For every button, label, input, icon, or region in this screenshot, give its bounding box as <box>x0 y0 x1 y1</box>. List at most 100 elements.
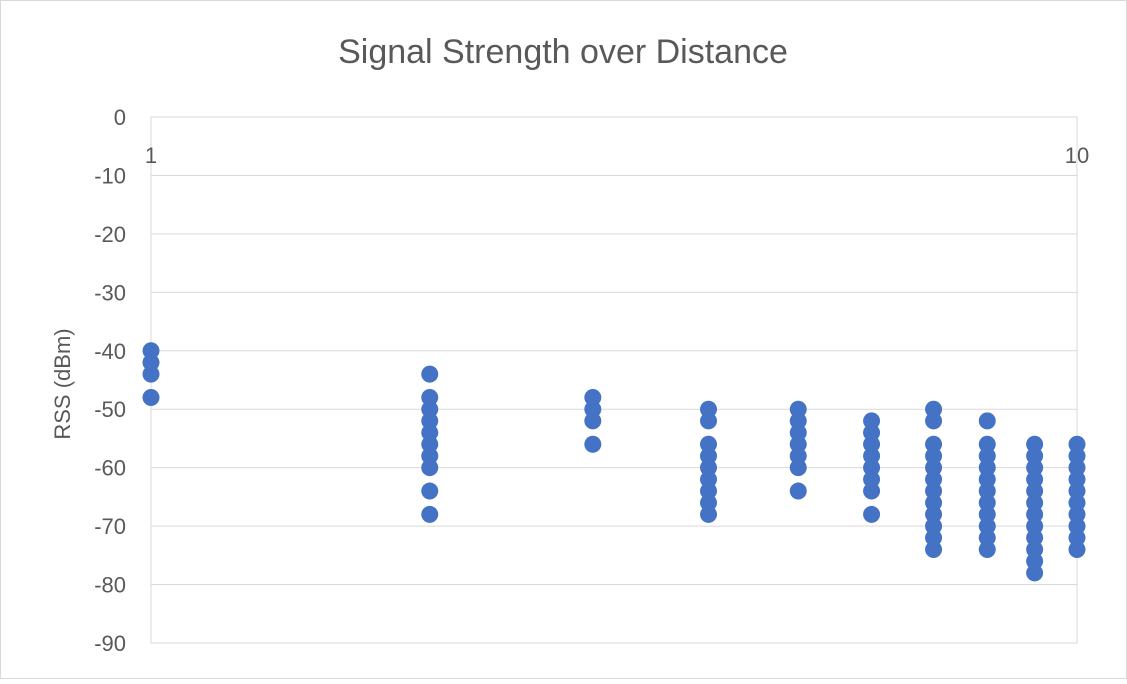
data-point <box>142 365 160 383</box>
y-tick-label: -30 <box>94 280 126 305</box>
data-point <box>584 400 602 418</box>
data-point <box>1068 459 1086 477</box>
data-point <box>789 400 807 418</box>
data-point <box>584 389 602 407</box>
data-point <box>700 447 718 465</box>
data-point <box>978 494 996 512</box>
data-point <box>1068 505 1086 523</box>
data-point <box>1026 540 1044 558</box>
data-point <box>1068 435 1086 453</box>
data-point <box>863 482 881 500</box>
y-tick-label: -50 <box>94 397 126 422</box>
data-point <box>700 505 718 523</box>
data-point <box>700 494 718 512</box>
data-point <box>978 412 996 430</box>
data-point <box>1026 564 1044 582</box>
data-point <box>421 459 439 477</box>
data-point <box>1068 482 1086 500</box>
data-point <box>925 494 943 512</box>
y-tick-label: -60 <box>94 456 126 481</box>
data-point <box>142 389 160 407</box>
data-point <box>978 517 996 535</box>
y-tick-label: -90 <box>94 631 126 656</box>
x-tick-label: 1 <box>145 143 157 168</box>
y-tick-label: -80 <box>94 573 126 598</box>
data-point <box>700 459 718 477</box>
data-point <box>1068 517 1086 535</box>
data-point <box>1026 505 1044 523</box>
data-point <box>584 412 602 430</box>
data-point <box>789 459 807 477</box>
data-point <box>1026 517 1044 535</box>
data-point <box>1068 529 1086 547</box>
data-point <box>1026 494 1044 512</box>
data-point <box>421 482 439 500</box>
data-point <box>978 529 996 547</box>
data-point <box>1068 494 1086 512</box>
data-point <box>925 470 943 488</box>
data-point <box>700 470 718 488</box>
data-point <box>863 424 881 442</box>
data-point <box>1026 459 1044 477</box>
data-point <box>700 400 718 418</box>
data-point <box>925 482 943 500</box>
data-point <box>925 435 943 453</box>
data-point <box>863 447 881 465</box>
data-point <box>421 365 439 383</box>
data-point <box>863 459 881 477</box>
data-point <box>978 447 996 465</box>
x-tick-label: 10 <box>1065 143 1089 168</box>
data-point <box>925 400 943 418</box>
data-point <box>1068 540 1086 558</box>
data-point <box>1026 529 1044 547</box>
data-point <box>978 482 996 500</box>
data-point <box>978 470 996 488</box>
y-tick-label: -10 <box>94 163 126 188</box>
data-point <box>925 412 943 430</box>
data-point <box>925 540 943 558</box>
data-point <box>1026 482 1044 500</box>
data-point <box>142 342 160 360</box>
chart-title: Signal Strength over Distance <box>338 33 788 71</box>
y-tick-label: -40 <box>94 339 126 364</box>
y-axis-tick-labels: 0 -10 -20 -30 -40 -50 -60 -70 -80 -90 <box>94 105 126 656</box>
data-point <box>421 424 439 442</box>
data-point <box>421 447 439 465</box>
data-point <box>1026 470 1044 488</box>
x-axis-tick-labels: 1 10 <box>145 143 1089 168</box>
data-point <box>863 505 881 523</box>
data-point <box>1026 447 1044 465</box>
data-point <box>863 470 881 488</box>
data-point <box>789 447 807 465</box>
y-axis-title: RSS (dBm) <box>50 328 75 439</box>
data-point <box>789 482 807 500</box>
data-point <box>700 412 718 430</box>
data-point <box>421 389 439 407</box>
data-point <box>142 353 160 371</box>
y-tick-label: 0 <box>114 105 126 130</box>
data-point <box>584 435 602 453</box>
data-point <box>421 412 439 430</box>
y-tick-label: -20 <box>94 222 126 247</box>
data-point <box>978 459 996 477</box>
data-point <box>978 505 996 523</box>
data-point <box>863 435 881 453</box>
data-point <box>700 482 718 500</box>
data-points <box>142 342 1086 582</box>
data-point <box>421 435 439 453</box>
data-point <box>421 505 439 523</box>
data-point <box>1068 470 1086 488</box>
data-point <box>925 505 943 523</box>
y-tick-label: -70 <box>94 514 126 539</box>
data-point <box>789 412 807 430</box>
data-point <box>863 412 881 430</box>
data-point <box>978 435 996 453</box>
data-point <box>1026 552 1044 570</box>
data-point <box>978 540 996 558</box>
data-point <box>925 517 943 535</box>
data-point <box>421 400 439 418</box>
data-point <box>1026 435 1044 453</box>
data-point <box>789 435 807 453</box>
